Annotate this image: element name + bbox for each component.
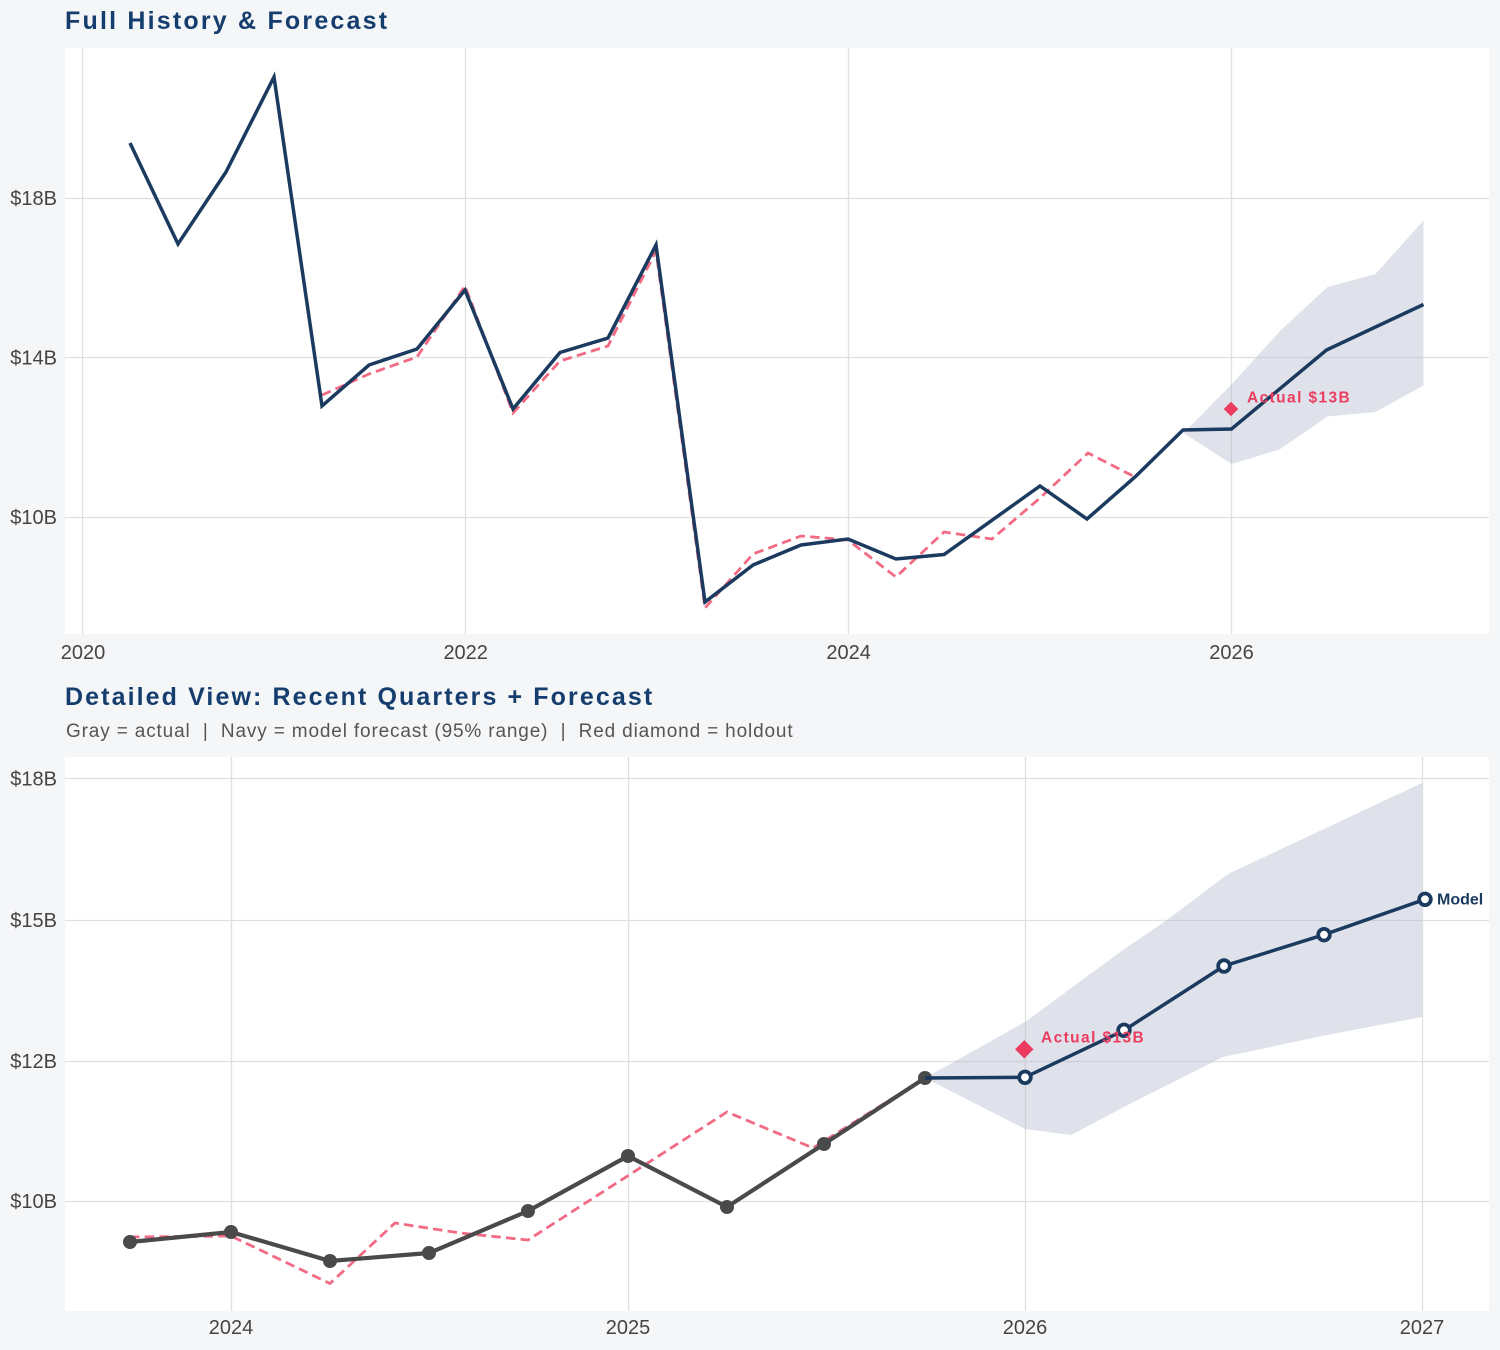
svg-text:2026: 2026	[1003, 1317, 1048, 1339]
svg-text:2025: 2025	[606, 1317, 651, 1339]
svg-text:$18B: $18B	[10, 769, 57, 791]
svg-text:Detailed View: Recent Quarters: Detailed View: Recent Quarters + Forecas…	[65, 683, 654, 711]
svg-text:2022: 2022	[443, 642, 488, 664]
svg-text:$18B: $18B	[10, 188, 57, 210]
svg-text:2020: 2020	[61, 642, 106, 664]
svg-text:$15B: $15B	[10, 910, 57, 932]
svg-text:Model: Model	[1437, 892, 1483, 909]
svg-text:$10B: $10B	[10, 1191, 57, 1213]
svg-text:$10B: $10B	[10, 507, 57, 529]
svg-text:Actual $13B: Actual $13B	[1247, 390, 1351, 407]
svg-text:Gray = actual | Navy = model: Gray = actual | Navy = model forecast (9…	[66, 721, 793, 742]
svg-text:Actual $13B: Actual $13B	[1041, 1030, 1145, 1047]
svg-text:2026: 2026	[1209, 642, 1254, 664]
svg-text:$14B: $14B	[10, 348, 57, 370]
svg-text:2027: 2027	[1400, 1317, 1445, 1339]
svg-text:2024: 2024	[826, 642, 871, 664]
svg-text:$12B: $12B	[10, 1051, 57, 1073]
svg-text:2024: 2024	[209, 1317, 254, 1339]
svg-text:Full History & Forecast: Full History & Forecast	[65, 7, 389, 35]
